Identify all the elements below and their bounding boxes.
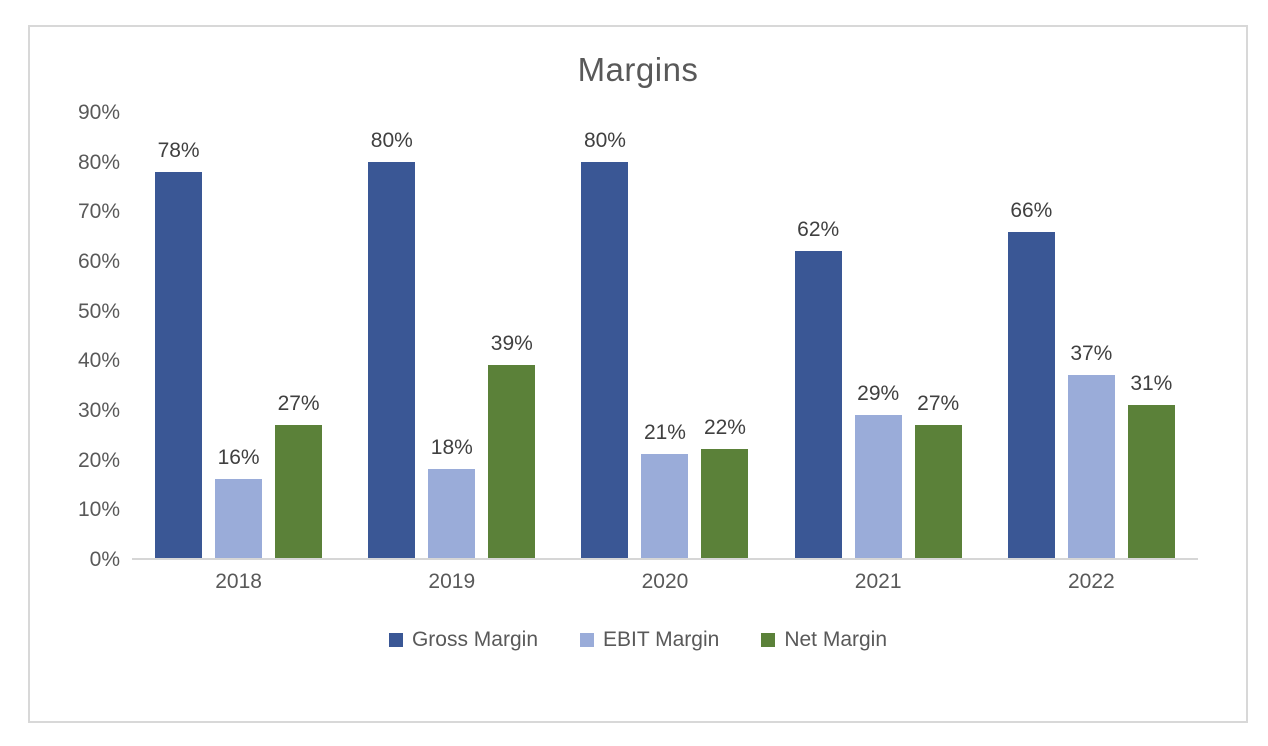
bar-gross-margin-2020: 80% <box>581 129 629 558</box>
data-label: 78% <box>157 139 200 163</box>
bar-net-margin-2020: 22% <box>701 416 749 558</box>
bar-ebit-margin-2022: 37% <box>1067 342 1115 558</box>
bar-ebit-margin-2019: 18% <box>428 436 476 558</box>
x-axis-label-2019: 2019 <box>428 570 476 593</box>
legend-item-net-margin: Net Margin <box>761 628 887 652</box>
legend-swatch <box>580 633 594 647</box>
data-label: 37% <box>1070 342 1113 366</box>
x-axis-label-2018: 2018 <box>215 570 262 593</box>
data-label: 27% <box>277 391 320 415</box>
legend-swatch <box>388 633 403 647</box>
x-axis: 2018 2019 2020 2021 2022 <box>132 570 1198 594</box>
data-label: 27% <box>917 391 960 415</box>
bar-net-margin-2018: 27% <box>275 392 323 558</box>
y-tick-label: 20% <box>77 448 120 472</box>
bar-gross-margin-2018: 78% <box>155 139 203 558</box>
bar-gross-margin-2019: 80% <box>368 129 416 558</box>
chart-frame: Margins 0% 10% 20% 30% 40% 50% 60% 70% 80% 90% 78… <box>28 25 1248 723</box>
y-tick-label: 50% <box>77 299 120 323</box>
y-tick-label: 0% <box>89 548 120 571</box>
bar-group-2021: 62% 29% 27% <box>794 113 962 558</box>
legend-swatch <box>761 633 776 647</box>
bar-ebit-margin-2018: 16% <box>215 446 263 558</box>
bar-ebit-margin-2021: 29% <box>854 382 902 558</box>
legend-item-ebit-margin: EBIT Margin <box>580 628 719 652</box>
bar-group-2020: 80% 21% 22% <box>581 113 749 558</box>
data-label: 29% <box>857 381 900 405</box>
y-tick-label: 40% <box>77 349 120 373</box>
data-label: 80% <box>370 129 413 153</box>
x-axis-label-2022: 2022 <box>1067 570 1115 593</box>
y-tick-label: 70% <box>77 200 120 224</box>
data-label: 21% <box>643 421 686 445</box>
data-label: 80% <box>583 129 626 153</box>
y-tick-label: 10% <box>77 498 120 522</box>
chart-body: 0% 10% 20% 30% 40% 50% 60% 70% 80% 90% 78% 16% 27% 8… <box>60 101 1198 571</box>
bar-ebit-margin-2020: 21% <box>641 421 689 558</box>
y-tick-label: 90% <box>77 101 120 124</box>
data-label: 18% <box>430 436 473 459</box>
bar-group-2022: 66% 37% 31% <box>1007 113 1175 558</box>
legend-label: Gross Margin <box>411 628 538 651</box>
legend-label: EBIT Margin <box>603 628 720 651</box>
legend: Gross Margin EBIT Margin Net Margin <box>30 628 1246 652</box>
data-label: 31% <box>1130 371 1173 395</box>
x-axis-label-2021: 2021 <box>854 570 902 593</box>
bar-net-margin-2021: 27% <box>914 392 962 558</box>
x-axis-label-2020: 2020 <box>641 570 689 593</box>
bar-net-margin-2019: 39% <box>488 332 536 558</box>
legend-item-gross-margin: Gross Margin <box>388 628 538 652</box>
plot-area: 78% 16% 27% 80% 18% 39% 80% 21% 22% 62% 29% 27% 66% 3… <box>132 113 1198 560</box>
y-tick-label: 30% <box>77 399 120 423</box>
bar-group-2018: 78% 16% 27% <box>155 113 323 558</box>
data-label: 66% <box>1010 198 1053 222</box>
bar-gross-margin-2021: 62% <box>794 218 842 558</box>
chart-title: Margins <box>577 51 699 88</box>
data-label: 16% <box>217 445 260 469</box>
bar-net-margin-2022: 31% <box>1127 372 1175 558</box>
data-label: 39% <box>490 332 533 356</box>
y-tick-label: 60% <box>77 250 120 274</box>
y-axis: 0% 10% 20% 30% 40% 50% 60% 70% 80% 90% <box>60 101 132 571</box>
data-label: 62% <box>797 218 840 242</box>
bar-group-2019: 80% 18% 39% <box>368 113 536 558</box>
y-tick-label: 80% <box>77 150 120 174</box>
bar-gross-margin-2022: 66% <box>1007 199 1055 558</box>
legend-label: Net Margin <box>784 628 888 651</box>
data-label: 22% <box>703 416 746 440</box>
